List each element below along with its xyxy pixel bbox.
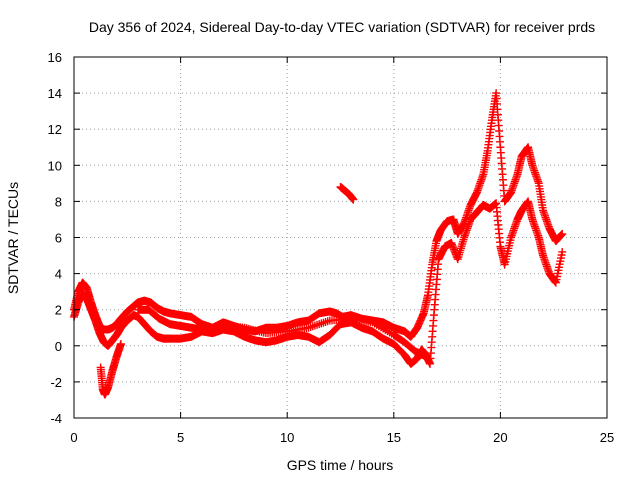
series-middle-track	[133, 305, 430, 361]
x-tick-label: 5	[177, 430, 184, 445]
series-isolated-segment	[336, 182, 358, 204]
y-tick-label: -2	[50, 375, 62, 390]
x-axis-title: GPS time / hours	[287, 457, 394, 473]
y-tick-label: 14	[48, 86, 62, 101]
data-point	[349, 195, 358, 204]
y-tick-label: 2	[55, 303, 62, 318]
x-tick-label: 0	[70, 430, 77, 445]
x-tick-label: 10	[280, 430, 294, 445]
tick-marks	[73, 56, 608, 419]
data-point	[116, 339, 125, 348]
x-tick-label: 25	[600, 430, 614, 445]
chart-title: Day 356 of 2024, Sidereal Day-to-day VTE…	[89, 19, 595, 35]
y-tick-label: 4	[55, 267, 62, 282]
data-point	[421, 352, 430, 361]
y-tick-labels: -4 -2 0 2 4 6 8 10 12 14 16	[48, 50, 62, 426]
data-points	[70, 89, 567, 399]
y-tick-label: 0	[55, 339, 62, 354]
x-tick-label: 15	[387, 430, 401, 445]
y-tick-label: -4	[50, 411, 62, 426]
data-point	[558, 247, 567, 256]
y-tick-label: 8	[55, 194, 62, 209]
y-tick-label: 16	[48, 50, 62, 65]
y-tick-label: 12	[48, 122, 62, 137]
series-dip-segment	[96, 339, 125, 399]
x-tick-label: 20	[493, 430, 507, 445]
data-point	[558, 229, 567, 238]
y-tick-label: 6	[55, 231, 62, 246]
y-tick-label: 10	[48, 158, 62, 173]
y-axis-title: SDTVAR / TECUs	[5, 182, 21, 294]
series-lower-track	[70, 197, 567, 368]
x-tick-labels: 0 5 10 15 20 25	[70, 430, 614, 445]
